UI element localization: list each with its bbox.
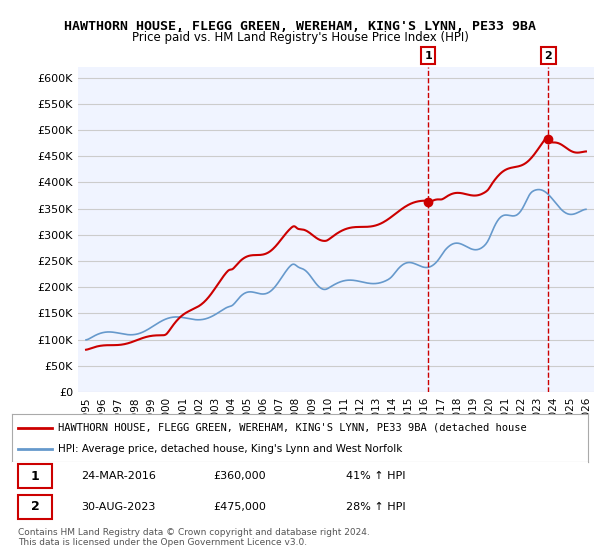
Text: 28% ↑ HPI: 28% ↑ HPI (346, 502, 406, 512)
FancyBboxPatch shape (18, 495, 52, 519)
Text: 1: 1 (31, 470, 40, 483)
Text: 41% ↑ HPI: 41% ↑ HPI (346, 471, 406, 481)
Text: Contains HM Land Registry data © Crown copyright and database right 2024.
This d: Contains HM Land Registry data © Crown c… (18, 528, 370, 547)
Text: 30-AUG-2023: 30-AUG-2023 (81, 502, 155, 512)
Text: Price paid vs. HM Land Registry's House Price Index (HPI): Price paid vs. HM Land Registry's House … (131, 31, 469, 44)
Text: 24-MAR-2016: 24-MAR-2016 (81, 471, 156, 481)
Text: £360,000: £360,000 (214, 471, 266, 481)
Text: HAWTHORN HOUSE, FLEGG GREEN, WEREHAM, KING'S LYNN, PE33 9BA: HAWTHORN HOUSE, FLEGG GREEN, WEREHAM, KI… (64, 20, 536, 32)
FancyBboxPatch shape (18, 464, 52, 488)
Text: 2: 2 (31, 501, 40, 514)
Text: HPI: Average price, detached house, King's Lynn and West Norfolk: HPI: Average price, detached house, King… (58, 444, 403, 454)
Text: 2: 2 (545, 51, 552, 60)
Text: £475,000: £475,000 (214, 502, 266, 512)
Text: HAWTHORN HOUSE, FLEGG GREEN, WEREHAM, KING'S LYNN, PE33 9BA (detached house: HAWTHORN HOUSE, FLEGG GREEN, WEREHAM, KI… (58, 423, 527, 433)
Text: 1: 1 (424, 51, 432, 60)
